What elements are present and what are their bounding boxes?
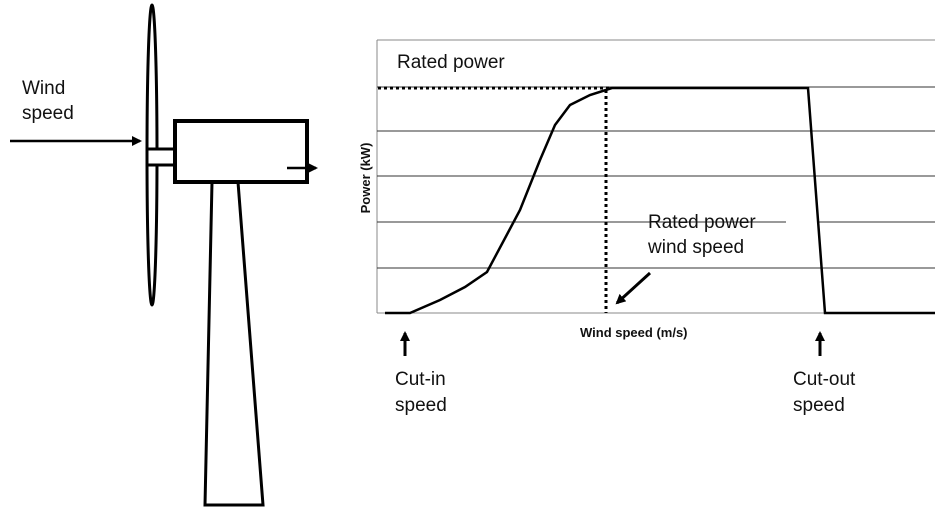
wind-speed-label: speed	[22, 103, 74, 124]
nacelle	[173, 119, 309, 184]
power-curve: Rated power Power (kW) Wind speed (m/s) …	[358, 39, 935, 416]
cut-in-label: Cut-in	[395, 369, 446, 390]
x-axis-label: Wind speed (m/s)	[580, 325, 688, 340]
cut-in-label: speed	[395, 395, 447, 416]
rated-speed-label: Rated power	[648, 212, 756, 233]
turbine: Wind speed	[10, 3, 318, 507]
rated-speed-label: wind speed	[647, 237, 744, 258]
rated-speed-arrow	[615, 271, 652, 305]
y-axis-label: Power (kW)	[358, 143, 373, 214]
curve-line	[385, 86, 935, 315]
hub	[145, 147, 177, 167]
cut-out-label: speed	[793, 395, 845, 416]
wind-speed-label: Wind	[22, 78, 65, 99]
cut-out-label: Cut-out	[793, 369, 856, 390]
tower	[203, 180, 265, 507]
rated-power-label: Rated power	[397, 52, 505, 73]
